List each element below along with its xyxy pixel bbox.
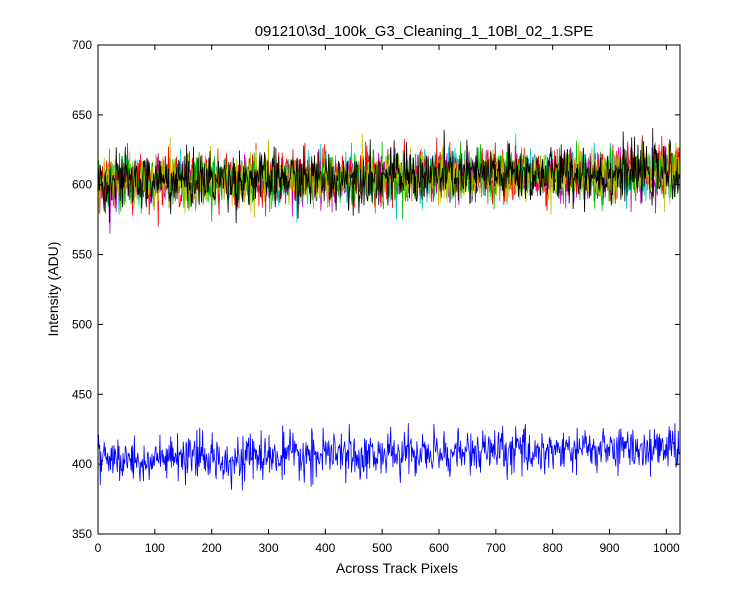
y-tick-label: 450: [72, 387, 92, 401]
y-tick-label: 400: [72, 457, 92, 471]
y-tick-label: 700: [72, 38, 92, 52]
x-tick-label: 400: [315, 541, 335, 555]
x-tick-label: 700: [486, 541, 506, 555]
x-tick-label: 1000: [653, 541, 680, 555]
x-tick-label: 100: [145, 541, 165, 555]
y-tick-label: 650: [72, 108, 92, 122]
x-tick-label: 500: [372, 541, 392, 555]
x-tick-label: 0: [95, 541, 102, 555]
y-tick-label: 600: [72, 178, 92, 192]
axes-box: [97, 44, 681, 535]
y-axis-label: Intensity (ADU): [45, 242, 61, 337]
series-line-6: [97, 423, 680, 491]
y-tick-label: 350: [72, 527, 92, 541]
x-axis-label: Across Track Pixels: [336, 560, 458, 576]
y-tick-label: 550: [72, 248, 92, 262]
series-layer: [97, 128, 680, 491]
x-tick-label: 800: [543, 541, 563, 555]
series-line-5: [97, 128, 680, 224]
chart-title: 091210\3d_100k_G3_Cleaning_1_10Bl_02_1.S…: [255, 23, 594, 40]
plot-area: [98, 45, 680, 534]
tick-layer: 0 100 200 300 400 500 600 700 800 900 1000 350 400 45…: [72, 38, 680, 555]
x-tick-label: 900: [600, 541, 620, 555]
x-tick-label: 600: [429, 541, 449, 555]
x-tick-label: 200: [202, 541, 222, 555]
x-tick-label: 300: [258, 541, 278, 555]
y-tick-label: 500: [72, 317, 92, 331]
